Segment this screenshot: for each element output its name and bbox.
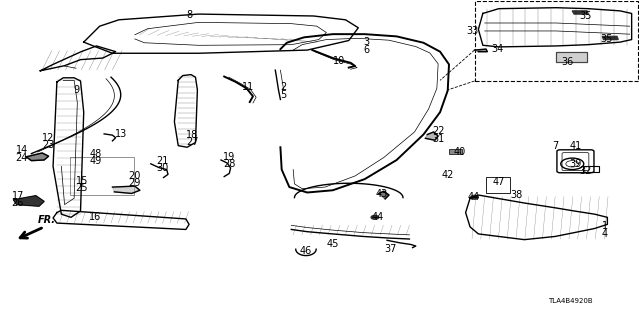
Text: 23: 23 bbox=[42, 140, 54, 150]
Text: 24: 24 bbox=[15, 153, 28, 163]
Text: 3: 3 bbox=[363, 37, 369, 47]
Text: 11: 11 bbox=[243, 82, 255, 92]
Text: TLA4B4920B: TLA4B4920B bbox=[548, 298, 593, 304]
Text: 4: 4 bbox=[602, 228, 608, 239]
Text: 44: 44 bbox=[467, 192, 479, 202]
Text: 28: 28 bbox=[223, 159, 236, 169]
Text: 46: 46 bbox=[299, 246, 312, 256]
Bar bbox=[583, 166, 599, 172]
Polygon shape bbox=[113, 186, 140, 194]
Polygon shape bbox=[474, 49, 487, 52]
Text: 12: 12 bbox=[42, 133, 54, 143]
Text: 44: 44 bbox=[371, 212, 383, 222]
Text: 20: 20 bbox=[129, 171, 141, 181]
Bar bbox=[70, 157, 134, 195]
Text: 49: 49 bbox=[89, 156, 101, 166]
Text: 18: 18 bbox=[186, 130, 198, 140]
Text: 41: 41 bbox=[570, 141, 582, 151]
Polygon shape bbox=[556, 52, 587, 62]
Circle shape bbox=[470, 196, 478, 199]
Text: 48: 48 bbox=[89, 149, 101, 159]
Polygon shape bbox=[13, 196, 44, 206]
Bar bbox=[556, 52, 587, 62]
Polygon shape bbox=[26, 153, 49, 161]
Text: 45: 45 bbox=[326, 239, 339, 249]
Text: 19: 19 bbox=[223, 152, 236, 162]
Text: 42: 42 bbox=[442, 170, 454, 180]
Text: 17: 17 bbox=[12, 191, 24, 201]
Text: 26: 26 bbox=[12, 198, 24, 208]
Bar bbox=[486, 177, 510, 194]
Text: 39: 39 bbox=[570, 159, 582, 169]
Text: 38: 38 bbox=[511, 190, 523, 200]
Text: 14: 14 bbox=[15, 146, 28, 156]
Text: 35: 35 bbox=[600, 34, 612, 44]
Text: 5: 5 bbox=[280, 90, 286, 100]
Text: 43: 43 bbox=[376, 189, 388, 199]
Text: 29: 29 bbox=[129, 178, 141, 188]
Text: 32: 32 bbox=[579, 166, 591, 176]
Text: 34: 34 bbox=[492, 44, 504, 54]
Text: 7: 7 bbox=[552, 141, 558, 151]
Polygon shape bbox=[572, 11, 588, 14]
Text: 25: 25 bbox=[76, 183, 88, 193]
Text: 16: 16 bbox=[89, 212, 101, 222]
Text: 37: 37 bbox=[384, 244, 396, 253]
Text: 35: 35 bbox=[579, 11, 591, 21]
Polygon shape bbox=[426, 132, 438, 140]
Text: 40: 40 bbox=[453, 147, 465, 157]
Text: 1: 1 bbox=[602, 221, 608, 231]
Text: 8: 8 bbox=[186, 10, 192, 20]
Text: 27: 27 bbox=[186, 138, 198, 148]
Text: 36: 36 bbox=[562, 57, 574, 67]
Text: 9: 9 bbox=[73, 85, 79, 95]
Text: FR.: FR. bbox=[38, 215, 56, 225]
Polygon shape bbox=[379, 191, 389, 199]
Polygon shape bbox=[602, 36, 618, 40]
Text: 2: 2 bbox=[280, 82, 286, 92]
Text: 15: 15 bbox=[76, 176, 88, 186]
Bar bbox=[449, 148, 462, 154]
Bar bbox=[474, 1, 638, 81]
Text: 10: 10 bbox=[333, 56, 346, 66]
Text: 6: 6 bbox=[363, 45, 369, 55]
Text: 30: 30 bbox=[156, 163, 168, 173]
Text: 33: 33 bbox=[466, 26, 478, 36]
Text: 22: 22 bbox=[432, 126, 444, 136]
Text: 13: 13 bbox=[115, 129, 127, 139]
Circle shape bbox=[371, 215, 379, 219]
Text: 47: 47 bbox=[493, 177, 505, 187]
Text: 21: 21 bbox=[156, 156, 168, 166]
Text: 31: 31 bbox=[432, 134, 444, 144]
